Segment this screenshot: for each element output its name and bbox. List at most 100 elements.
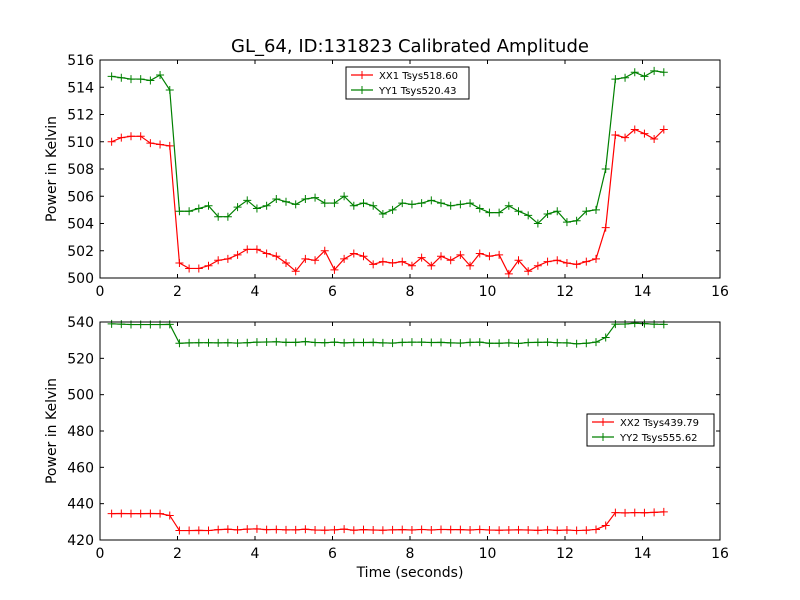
data-point [640, 72, 649, 81]
data-point [136, 75, 145, 84]
data-point [495, 250, 504, 259]
data-point [533, 261, 542, 270]
x-tick-label: 0 [96, 284, 105, 300]
data-point [252, 524, 261, 533]
legend-label: XX2 Tsys439.79 [620, 418, 699, 429]
data-point [340, 254, 349, 263]
data-point [175, 339, 184, 348]
data-point [562, 526, 571, 535]
data-point [446, 256, 455, 265]
data-point [320, 199, 329, 208]
y-tick-label: 508 [67, 162, 94, 178]
data-point [378, 526, 387, 535]
data-point [398, 257, 407, 266]
data-point [553, 338, 562, 347]
data-point [553, 207, 562, 216]
x-tick-label: 8 [406, 546, 415, 562]
data-point [127, 75, 135, 84]
data-point [456, 339, 465, 348]
data-point [407, 338, 416, 347]
data-point [601, 521, 610, 530]
data-point [398, 525, 407, 534]
data-point [514, 339, 523, 348]
data-point [185, 207, 194, 216]
y-axis-label: Power in Kelvin [44, 378, 60, 484]
data-point [582, 339, 591, 348]
data-point [340, 525, 349, 534]
data-point [243, 196, 252, 205]
data-point [369, 526, 378, 535]
data-point [524, 338, 533, 347]
data-point [640, 129, 649, 138]
data-point [107, 72, 116, 81]
data-point [378, 338, 387, 347]
data-point [601, 223, 610, 232]
data-point [524, 267, 533, 276]
data-point [330, 525, 339, 534]
data-point [417, 338, 426, 347]
data-point [214, 338, 223, 347]
data-point [630, 508, 639, 517]
data-point [427, 526, 436, 535]
data-point [466, 526, 475, 535]
data-point [543, 338, 552, 347]
series-1 [107, 125, 668, 278]
y-tick-label: 500 [67, 271, 94, 287]
legend-label: XX1 Tsys518.60 [379, 71, 458, 82]
data-point [475, 525, 484, 534]
data-point [504, 269, 513, 278]
data-point [282, 338, 290, 347]
data-point [127, 132, 135, 141]
data-point [407, 200, 416, 209]
x-tick-label: 10 [479, 284, 497, 300]
top-panel: 0 2 4 6 8 10 12 14 16 500 502 504 506 508 510 512 514 516… [44, 53, 729, 300]
data-point [214, 525, 223, 534]
data-point [378, 257, 387, 266]
data-point [252, 338, 261, 347]
data-point [417, 199, 426, 208]
data-point [582, 207, 591, 216]
data-point [553, 526, 562, 535]
data-point [349, 338, 358, 347]
data-point [611, 508, 620, 517]
data-point [398, 199, 407, 208]
data-point [243, 245, 252, 254]
legend-marker [358, 86, 366, 94]
data-point [572, 260, 581, 269]
data-point [330, 199, 339, 208]
data-point [262, 337, 271, 346]
legend-marker [599, 418, 607, 426]
data-point [272, 194, 281, 203]
data-point [204, 201, 213, 210]
data-point [340, 338, 349, 347]
data-point [446, 525, 455, 534]
data-point [146, 139, 155, 148]
data-point [146, 76, 155, 85]
data-point [165, 85, 174, 94]
data-point [282, 259, 290, 268]
data-point [214, 256, 223, 265]
y-tick-label: 510 [67, 135, 94, 151]
y-tick-label: 480 [67, 424, 94, 440]
data-point [272, 525, 281, 534]
legend-label: YY1 Tsys520.43 [378, 86, 457, 97]
data-point [320, 526, 329, 535]
legend: XX1 Tsys518.60 YY1 Tsys520.43 [345, 66, 470, 100]
data-point [330, 265, 339, 274]
data-point [543, 257, 552, 266]
data-point [340, 192, 349, 201]
data-point [592, 525, 600, 534]
data-point [475, 249, 484, 258]
series-line [111, 322, 664, 345]
data-point [524, 211, 533, 220]
data-point [485, 252, 494, 261]
data-point [262, 525, 271, 534]
legend-box [586, 413, 715, 447]
x-tick-label: 14 [634, 546, 652, 562]
data-point [466, 199, 475, 208]
x-tick-label: 2 [173, 546, 182, 562]
data-point [194, 526, 203, 535]
data-point [495, 526, 504, 535]
y-tick-label: 502 [67, 244, 94, 260]
data-point [630, 125, 639, 134]
